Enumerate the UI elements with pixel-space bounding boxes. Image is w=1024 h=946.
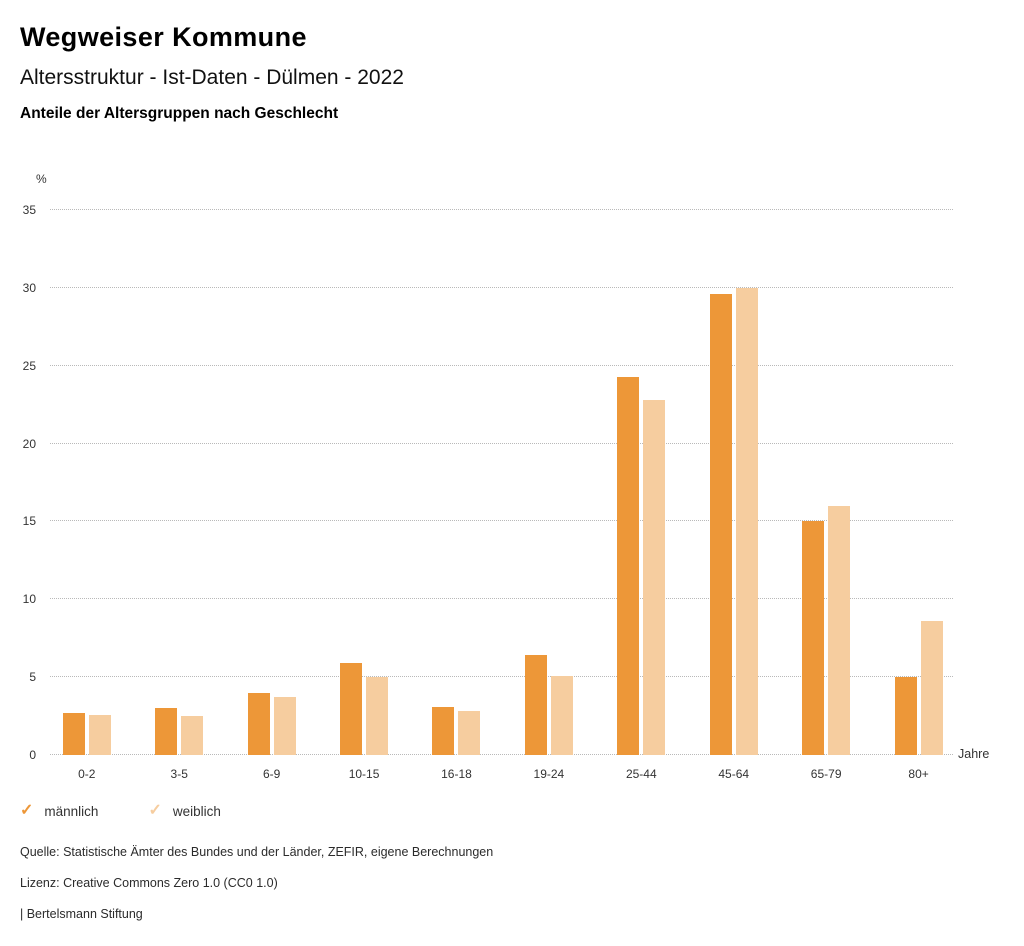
bar-weiblich-10-15[interactable]	[366, 677, 389, 755]
bar-maennlich-3-5[interactable]	[155, 708, 178, 755]
bar-maennlich-0-2[interactable]	[62, 712, 85, 755]
gridline-5	[50, 676, 953, 678]
x-tick-label-80+: 80+	[908, 767, 929, 781]
bar-maennlich-25-44[interactable]	[617, 376, 640, 755]
y-axis-unit-label: %	[36, 172, 47, 186]
x-axis: 0-2 3-5 6-9 10-15 16-18 19-24 25-44 45-64 65-79 8…	[50, 767, 953, 783]
x-axis-unit-label: Jahre	[958, 747, 990, 761]
gridline-20	[50, 442, 953, 444]
attribution-note: | Bertelsmann Stiftung	[20, 907, 143, 921]
gridline-35	[50, 209, 953, 210]
x-tick-label-25-44: 25-44	[625, 767, 657, 781]
x-tick-label-0-2: 0-2	[78, 767, 96, 781]
bar-maennlich-80+[interactable]	[894, 677, 917, 755]
y-tick-label-20: 20	[22, 436, 36, 451]
gridline-0	[50, 754, 953, 755]
bar-maennlich-19-24[interactable]	[524, 655, 547, 755]
checkmark-icon: ✓	[20, 802, 34, 819]
license-note: Lizenz: Creative Commons Zero 1.0 (CC0 1…	[20, 876, 278, 890]
y-tick-label-35: 35	[22, 203, 36, 217]
x-tick-label-3-5: 3-5	[170, 767, 188, 781]
legend-item-maennlich[interactable]: ✓ männlich	[20, 803, 98, 819]
x-tick-label-19-24: 19-24	[533, 767, 565, 781]
bar-weiblich-19-24[interactable]	[550, 675, 573, 755]
chart-subtitle: Altersstruktur - Ist-Daten - Dülmen - 20…	[20, 66, 404, 89]
bar-maennlich-6-9[interactable]	[247, 692, 270, 755]
x-tick-label-65-79: 65-79	[810, 767, 842, 781]
y-tick-label-15: 15	[22, 514, 36, 529]
x-tick-label-10-15: 10-15	[348, 767, 380, 781]
bar-weiblich-16-18[interactable]	[458, 711, 481, 755]
y-tick-label-10: 10	[22, 592, 36, 607]
y-tick-label-0: 0	[29, 748, 36, 762]
legend-item-label: weiblich	[172, 803, 221, 819]
legend-item-label: männlich	[44, 803, 99, 819]
gridline-25	[50, 364, 953, 366]
y-axis: 0 5 10 15 20 25 30 35	[0, 203, 36, 762]
bar-weiblich-45-64[interactable]	[735, 287, 758, 755]
chart-heading: Anteile der Altersgruppen nach Geschlech…	[20, 105, 339, 122]
bar-maennlich-65-79[interactable]	[802, 521, 825, 755]
source-note: Quelle: Statistische Ämter des Bundes un…	[20, 845, 494, 859]
x-tick-label-16-18: 16-18	[441, 767, 472, 781]
checkmark-icon: ✓	[148, 802, 162, 819]
legend: ✓ männlich ✓ weiblich	[20, 803, 221, 819]
y-tick-label-25: 25	[22, 358, 36, 373]
plot-area	[50, 209, 953, 755]
bar-weiblich-25-44[interactable]	[643, 399, 666, 755]
bar-maennlich-45-64[interactable]	[709, 294, 732, 755]
bar-maennlich-16-18[interactable]	[432, 706, 455, 755]
gridline-15	[50, 520, 953, 522]
x-tick-label-6-9: 6-9	[262, 767, 281, 781]
gridline-10	[50, 598, 953, 600]
bar-weiblich-6-9[interactable]	[273, 697, 296, 755]
legend-item-weiblich[interactable]: ✓ weiblich	[148, 803, 220, 819]
page-title: Wegweiser Kommune	[20, 22, 307, 52]
y-tick-label-30: 30	[22, 280, 36, 295]
y-tick-label-5: 5	[29, 670, 36, 685]
bar-maennlich-10-15[interactable]	[340, 663, 363, 755]
bar-weiblich-3-5[interactable]	[181, 716, 204, 755]
x-tick-label-45-64: 45-64	[718, 767, 750, 781]
bar-weiblich-0-2[interactable]	[88, 714, 111, 755]
gridline-30	[50, 286, 953, 288]
bar-weiblich-80+[interactable]	[920, 621, 943, 755]
bar-weiblich-65-79[interactable]	[828, 505, 851, 755]
